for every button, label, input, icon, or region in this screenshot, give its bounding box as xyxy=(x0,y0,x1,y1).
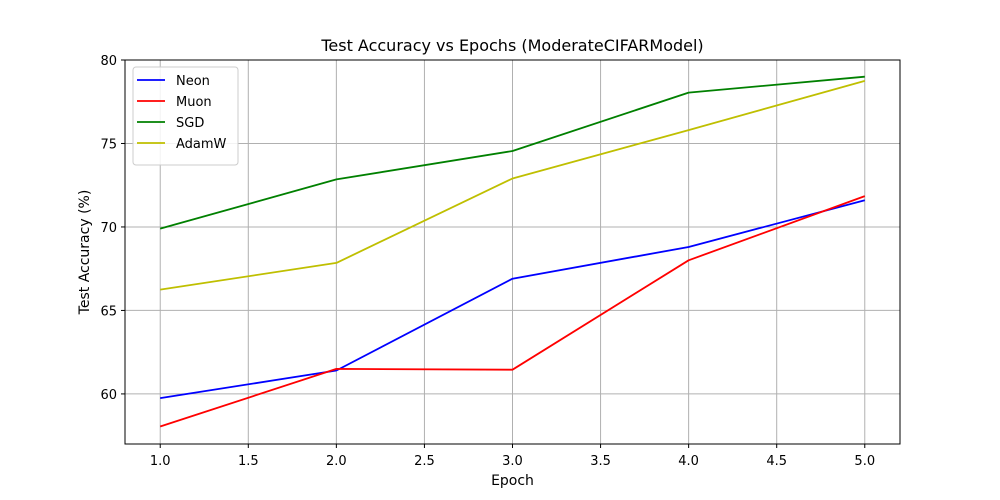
x-tick-label: 4.0 xyxy=(678,454,699,469)
grid xyxy=(125,59,900,444)
legend-box xyxy=(132,66,239,166)
y-tick-label: 70 xyxy=(100,221,117,236)
x-tick-label: 3.0 xyxy=(502,454,523,469)
x-axis-label: Epoch xyxy=(491,473,534,489)
y-tick-label: 75 xyxy=(100,137,117,152)
legend-label-sgd: SGD xyxy=(176,116,204,131)
y-tick-label: 65 xyxy=(100,304,117,319)
x-tick-label: 1.0 xyxy=(150,454,171,469)
series-line-neon xyxy=(160,199,866,399)
y-tick-label: 80 xyxy=(100,54,117,69)
x-tick-label: 2.0 xyxy=(326,454,347,469)
legend-label-adamw: AdamW xyxy=(176,137,227,152)
y-axis-label: Test Accuracy (%) xyxy=(77,190,93,316)
x-tick-label: 1.5 xyxy=(238,454,259,469)
legend-label-muon: Muon xyxy=(176,95,212,110)
y-tick-label: 60 xyxy=(100,388,117,403)
x-tick-label: 5.0 xyxy=(854,454,875,469)
chart-title: Test Accuracy vs Epochs (ModerateCIFARMo… xyxy=(320,36,703,55)
legend: Neon Muon SGD AdamW xyxy=(132,66,239,166)
x-tick-label: 4.5 xyxy=(766,454,787,469)
series-line-adamw xyxy=(160,80,866,291)
series-lines xyxy=(159,75,866,428)
series-line-sgd xyxy=(159,75,865,230)
x-tick-label: 3.5 xyxy=(590,454,611,469)
axis-ticks: 1.0 1.5 2.0 2.5 3.0 3.5 4.0 4.5 5.0 60 65 70 75 80 xyxy=(100,54,875,469)
x-tick-label: 2.5 xyxy=(414,454,435,469)
series-line-muon xyxy=(159,195,866,428)
legend-label-neon: Neon xyxy=(176,74,210,89)
